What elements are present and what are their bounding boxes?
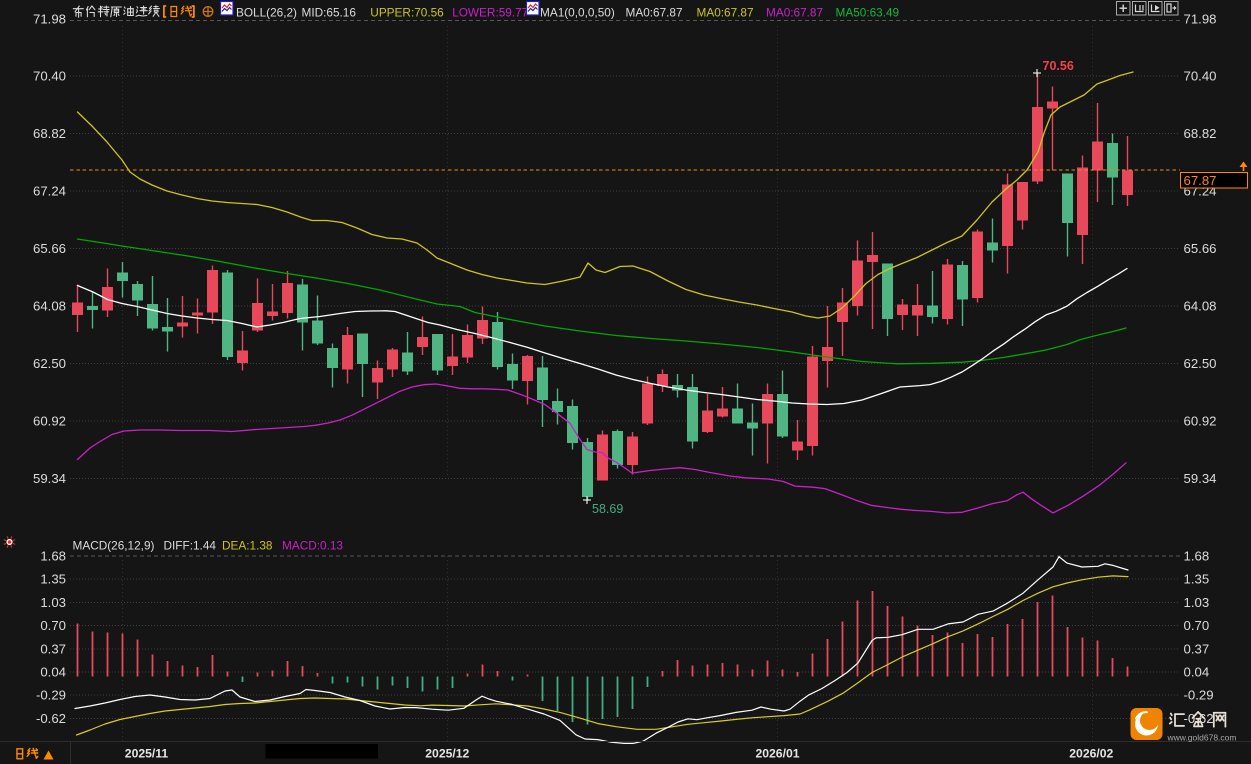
svg-text:2026/02: 2026/02 xyxy=(1069,747,1113,761)
svg-text:MA0:67.87: MA0:67.87 xyxy=(626,6,683,20)
svg-text:MA0:67.87: MA0:67.87 xyxy=(697,6,754,20)
svg-text:65.66: 65.66 xyxy=(1184,241,1217,256)
svg-text:62.50: 62.50 xyxy=(33,356,66,371)
svg-text:MA50:63.49: MA50:63.49 xyxy=(836,6,900,20)
svg-text:0.70: 0.70 xyxy=(40,618,66,633)
svg-text:DIFF:1.44: DIFF:1.44 xyxy=(164,539,217,553)
svg-text:60.92: 60.92 xyxy=(1184,414,1217,429)
svg-text:MID:65.16: MID:65.16 xyxy=(302,6,357,20)
svg-text:2026/01: 2026/01 xyxy=(755,747,799,761)
svg-text:MA0:67.87: MA0:67.87 xyxy=(766,6,823,20)
svg-text:1.68: 1.68 xyxy=(40,549,66,564)
svg-text:59.34: 59.34 xyxy=(33,471,66,486)
svg-text:1.35: 1.35 xyxy=(1184,572,1210,587)
svg-text:MA1(0,0,0,50): MA1(0,0,0,50) xyxy=(540,6,615,20)
svg-text:0.37: 0.37 xyxy=(1184,641,1210,656)
svg-text:62.50: 62.50 xyxy=(1184,356,1217,371)
svg-text:MACD:0.13: MACD:0.13 xyxy=(282,539,343,553)
svg-text:67.87: 67.87 xyxy=(1184,173,1217,188)
svg-text:65.66: 65.66 xyxy=(33,241,66,256)
svg-text:1.03: 1.03 xyxy=(40,595,66,610)
svg-text:0.04: 0.04 xyxy=(40,665,66,680)
svg-text:58.69: 58.69 xyxy=(592,502,623,516)
svg-text:1.35: 1.35 xyxy=(40,572,66,587)
svg-text:MACD(26,12,9): MACD(26,12,9) xyxy=(73,539,155,553)
svg-text:71.98: 71.98 xyxy=(33,12,66,27)
svg-text:70.56: 70.56 xyxy=(1043,59,1074,73)
svg-text:-0.29: -0.29 xyxy=(1184,688,1214,703)
svg-text:0.70: 0.70 xyxy=(1184,618,1210,633)
svg-text:1.03: 1.03 xyxy=(1184,595,1210,610)
svg-text:2025/12: 2025/12 xyxy=(425,747,469,761)
svg-text:64.08: 64.08 xyxy=(33,299,66,314)
svg-text:67.24: 67.24 xyxy=(33,184,66,199)
svg-text:0.04: 0.04 xyxy=(1184,665,1210,680)
svg-text:-0.62: -0.62 xyxy=(36,711,66,726)
svg-text:60.92: 60.92 xyxy=(33,414,66,429)
svg-text:70.40: 70.40 xyxy=(1184,69,1217,84)
svg-text:www.gold678.com: www.gold678.com xyxy=(1167,733,1237,743)
svg-text:BOLL(26,2): BOLL(26,2) xyxy=(236,6,297,20)
svg-text:1.68: 1.68 xyxy=(1184,549,1210,564)
svg-text:68.82: 68.82 xyxy=(33,126,66,141)
svg-text:70.40: 70.40 xyxy=(33,69,66,84)
svg-text:UPPER:70.56: UPPER:70.56 xyxy=(370,6,444,20)
svg-text:-0.29: -0.29 xyxy=(36,688,66,703)
svg-text:LOWER:59.77: LOWER:59.77 xyxy=(452,6,528,20)
svg-text:DEA:1.38: DEA:1.38 xyxy=(222,539,273,553)
svg-text:71.98: 71.98 xyxy=(1184,12,1217,27)
svg-text:59.34: 59.34 xyxy=(1184,471,1217,486)
svg-text:64.08: 64.08 xyxy=(1184,299,1217,314)
svg-text:2025/11: 2025/11 xyxy=(125,747,169,761)
svg-text:0.37: 0.37 xyxy=(40,641,66,656)
svg-text:68.82: 68.82 xyxy=(1184,126,1217,141)
